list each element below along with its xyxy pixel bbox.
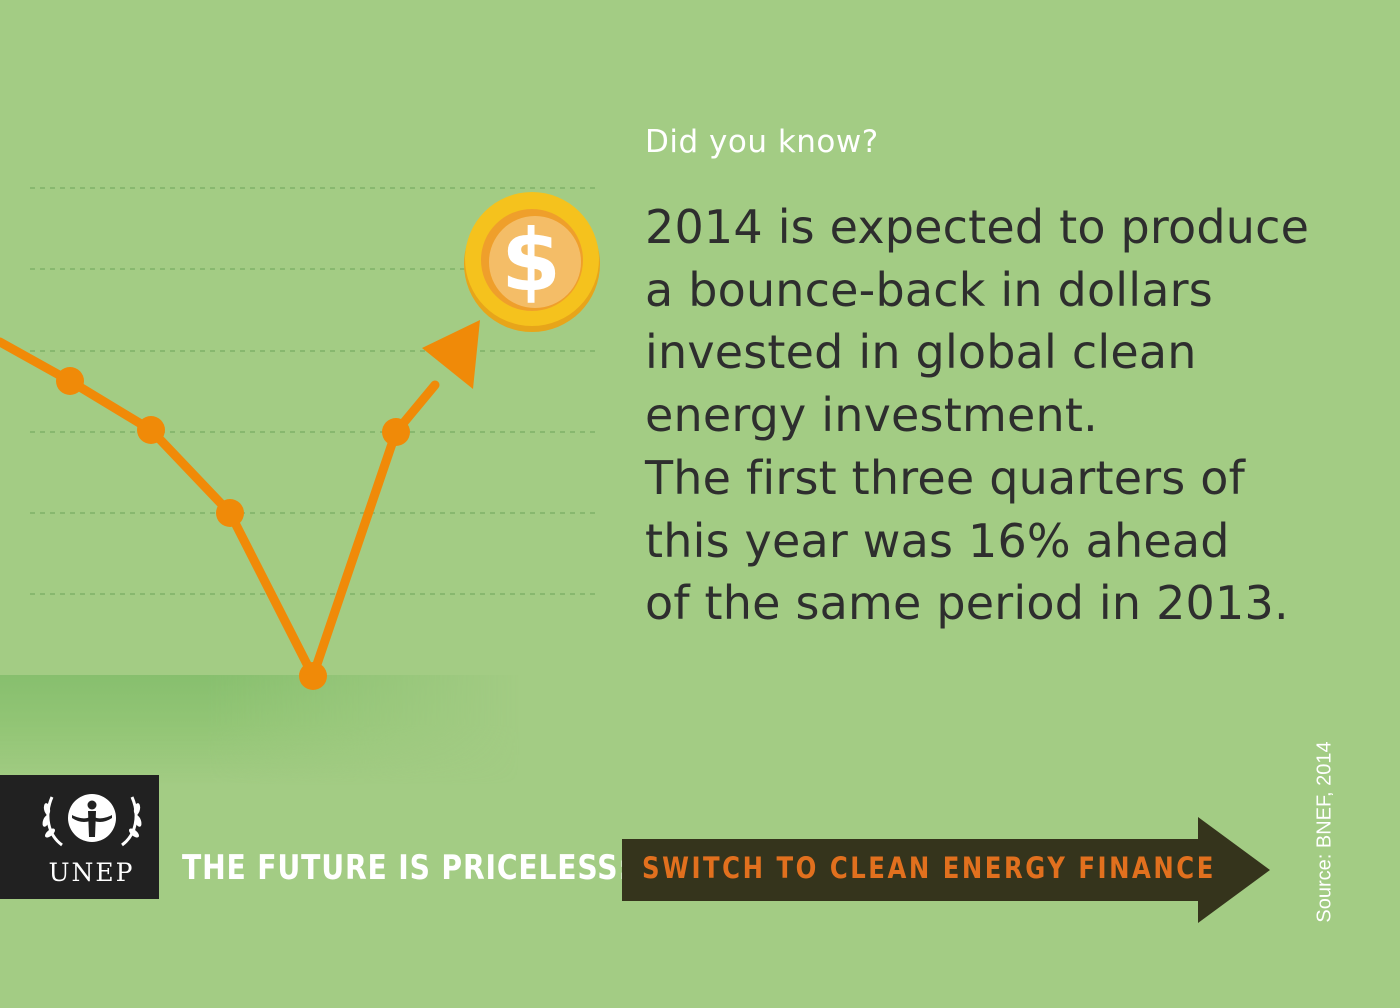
fact-text: 2014 is expected to produce a bounce-bac… (645, 196, 1365, 635)
trend-arrowhead (422, 320, 480, 389)
dollar-coin-icon: $ (464, 192, 600, 332)
coin-symbol: $ (501, 211, 561, 311)
un-emblem-icon (42, 794, 142, 847)
trend-point (382, 418, 410, 446)
source-note: Source: BNEF, 2014 (1313, 741, 1336, 923)
fact-line: The first three quarters of (645, 450, 1246, 505)
gridlines (30, 187, 600, 595)
unep-logo (0, 775, 159, 899)
ground-shadow (0, 675, 520, 785)
trend-point (137, 416, 165, 444)
fact-line: a bounce-back in dollars (645, 262, 1213, 317)
cta-arrow-icon (622, 817, 1270, 923)
tagline: THE FUTURE IS PRICELESS: (182, 848, 631, 888)
fact-line: 2014 is expected to produce (645, 200, 1310, 254)
cta-label: SWITCH TO CLEAN ENERGY FINANCE (642, 851, 1216, 885)
fact-line: this year was 16% ahead (645, 513, 1230, 568)
intro-heading: Did you know? (645, 124, 879, 160)
fact-line: of the same period in 2013. (645, 576, 1289, 631)
fact-line: invested in global clean (645, 325, 1197, 380)
trend-point (216, 499, 244, 527)
trend-arrow-icon (0, 320, 480, 690)
logo-text: UNEP (48, 858, 135, 887)
trend-point (299, 662, 327, 690)
fact-line: energy investment. (645, 388, 1098, 443)
trend-point (56, 367, 84, 395)
